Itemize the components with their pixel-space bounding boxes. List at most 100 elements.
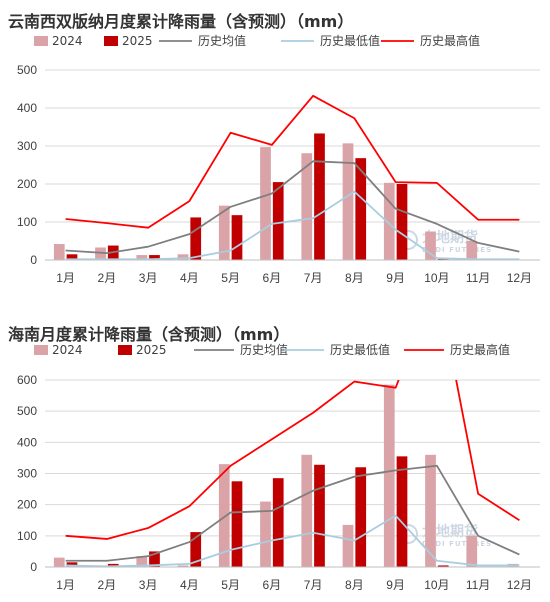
y-tick-label: 100 [17,529,37,543]
bar-2024 [218,205,230,260]
y-tick-label: 0 [30,560,37,574]
chart-title: 云南西双版纳月度累计降雨量（含预测）（mm） [8,12,353,31]
bar-2025 [149,255,160,260]
legend-label: 历史最低值 [330,342,390,357]
bar-2024 [342,524,354,567]
chart-hainan: 海南月度累计降雨量（含预测）（mm） 2024 2025 历史均值 历史最低值 历史最高… [8,325,540,592]
bar-2024 [466,535,478,567]
x-tick-label: 3月 [139,271,158,285]
bar-2025 [231,481,243,567]
x-tick-label: 9月 [386,271,405,285]
x-tick-label: 5月 [221,271,240,285]
bar-2025 [231,215,243,260]
x-tick-label: 3月 [139,578,158,592]
bar-2025 [355,158,367,260]
x-tick-label: 2月 [98,578,117,592]
chart-xishuangbanna: 云南西双版纳月度累计降雨量（含预测）（mm） 2024 2025 历史均值 历史最低值… [8,12,540,285]
x-tick-label: 11月 [466,578,490,592]
bar-2025 [66,562,78,567]
x-tick-label: 9月 [386,578,405,592]
x-tick-label: 5月 [221,578,240,592]
bar-2025 [314,133,325,260]
legend-label: 历史最高值 [420,33,480,48]
bar-2025 [314,464,325,567]
plot-area: 0 100 200 300 400 500 1月 2月 3月 4月 5月 6月 7月 8月 9月 10月 11月… [17,63,540,285]
legend-label: 2025 [136,343,167,357]
chart-title: 海南月度累计降雨量（含预测）（mm） [8,325,289,344]
watermark-sub: DADI FUTURES [422,540,492,548]
bar-2024 [260,147,271,260]
y-tick-label: 500 [17,63,37,77]
chart-legend: 2024 2025 历史均值 历史最低值 历史最高值 [34,342,510,357]
line-layer [65,94,520,260]
series-line-历史均值 [65,464,520,562]
bar-2024 [177,254,189,260]
legend-label: 历史均值 [240,342,288,357]
x-tick-label: 8月 [345,271,364,285]
bar-2024 [342,143,354,260]
chart-legend: 2024 2025 历史均值 历史最低值 历史最高值 [34,33,480,48]
bar-2024 [425,454,436,567]
x-tick-label: 1月 [56,271,75,285]
bar-2025 [272,182,284,260]
y-tick-label: 100 [17,215,37,229]
bar-2024 [425,231,436,260]
bar-2025 [355,467,367,567]
legend-swatch-2025 [104,36,118,46]
x-tick-label: 2月 [98,271,117,285]
bar-2024 [136,556,148,567]
watermark-name: 大地期货 [422,229,478,246]
series-line-历史最高值 [65,380,520,540]
y-tick-label: 0 [30,253,37,267]
watermark-sub: DADI FUTURES [422,246,492,254]
x-tick-label: 4月 [180,578,199,592]
y-tick-label: 500 [17,404,37,418]
bar-2024 [136,255,148,260]
line-layer [65,380,520,567]
bar-2024 [301,454,313,567]
x-tick-label: 12月 [507,271,532,285]
bar-2024 [177,565,189,567]
legend-swatch-2024 [34,345,48,355]
bar-2025 [66,254,78,260]
bar-2025 [190,217,202,260]
bar-2024 [95,247,106,260]
bar-2024 [383,384,395,567]
series-line-历史最高值 [65,94,520,229]
bar-2024 [53,244,65,260]
series-line-历史最低值 [65,190,520,260]
x-tick-label: 1月 [56,578,75,592]
legend-label: 历史最低值 [320,33,380,48]
y-tick-label: 400 [17,101,37,115]
legend-label: 历史均值 [198,33,246,48]
x-tick-label: 6月 [263,271,282,285]
y-tick-label: 300 [17,467,37,481]
x-tick-label: 6月 [263,578,282,592]
y-tick-label: 200 [17,498,37,512]
x-tick-label: 10月 [424,271,449,285]
x-tick-label: 7月 [304,271,323,285]
bar-2025 [396,184,408,260]
bar-2025 [396,456,408,567]
bar-2025 [272,478,284,567]
bar-2024 [301,153,313,260]
legend-swatch-2025 [118,345,132,355]
bar-2025 [149,551,160,567]
y-tick-label: 200 [17,177,37,191]
x-tick-label: 12月 [507,578,532,592]
bar-2024 [218,464,230,567]
y-tick-label: 400 [17,435,37,449]
series-line-历史最低值 [65,514,520,567]
x-tick-label: 8月 [345,578,364,592]
series-line-历史均值 [65,160,520,255]
legend-label: 2025 [122,34,153,48]
legend-label: 2024 [52,34,83,48]
bar-2024 [466,241,478,260]
legend-label: 2024 [52,343,83,357]
x-tick-label: 11月 [466,271,490,285]
y-tick-label: 300 [17,139,37,153]
bar-2024 [383,182,395,260]
x-tick-label: 7月 [304,578,323,592]
bar-2025 [437,258,449,260]
